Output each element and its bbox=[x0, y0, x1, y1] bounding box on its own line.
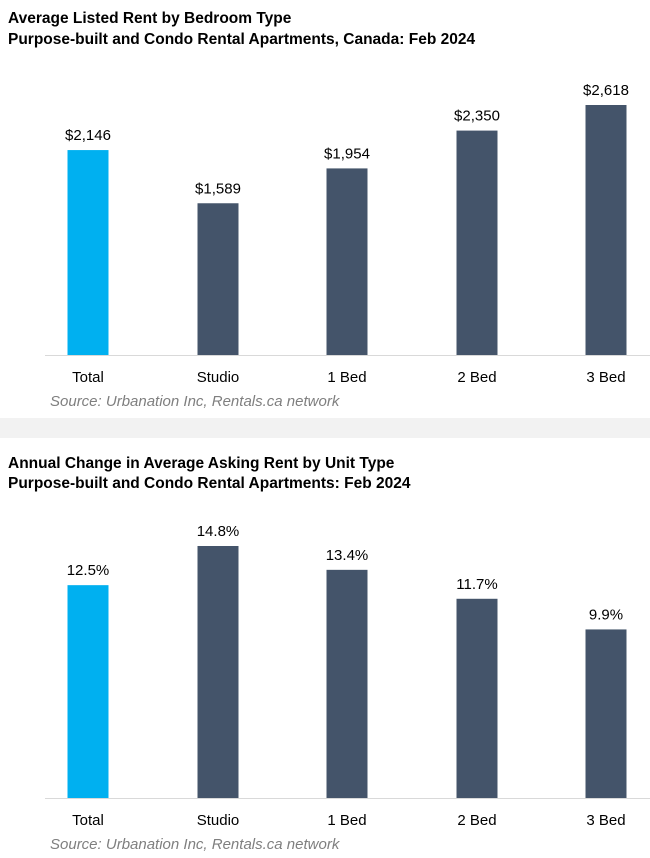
chart-title: Annual Change in Average Asking Rent by … bbox=[8, 455, 395, 472]
rent-bar-chart: $2,146 Total $1,589 Studio $1,954 1 Bed $2,350… bbox=[45, 82, 650, 386]
data-label: 13.4% bbox=[326, 547, 369, 564]
bar bbox=[456, 598, 498, 798]
data-label: 9.9% bbox=[589, 606, 623, 623]
category-label: 3 Bed bbox=[586, 369, 625, 386]
data-label: 14.8% bbox=[197, 523, 240, 540]
bar bbox=[585, 105, 627, 355]
category-label: Studio bbox=[197, 812, 240, 829]
category-label: 3 Bed bbox=[586, 812, 625, 829]
chart-source: Source: Urbanation Inc, Rentals.ca netwo… bbox=[50, 836, 340, 853]
change-bar-chart: 12.5% Total 14.8% Studio 13.4% 1 Bed 11.7% 2 Be… bbox=[45, 523, 650, 829]
bar bbox=[197, 203, 239, 355]
category-label: Studio bbox=[197, 369, 240, 386]
data-label: $1,954 bbox=[324, 145, 370, 162]
bar bbox=[456, 130, 498, 355]
data-label: 11.7% bbox=[456, 576, 497, 593]
bar bbox=[585, 629, 627, 798]
data-label: $2,350 bbox=[454, 108, 500, 125]
chart-subtitle: Purpose-built and Condo Rental Apartment… bbox=[8, 31, 476, 48]
category-label: 2 Bed bbox=[457, 369, 496, 386]
chart-panel-change: Annual Change in Average Asking Rent by … bbox=[0, 438, 650, 858]
category-label: Total bbox=[72, 369, 104, 386]
data-label: $2,618 bbox=[583, 82, 629, 99]
chart-subtitle: Purpose-built and Condo Rental Apartment… bbox=[8, 475, 411, 492]
data-label: 12.5% bbox=[67, 562, 110, 579]
chart-source: Source: Urbanation Inc, Rentals.ca netwo… bbox=[50, 393, 340, 410]
data-label: $2,146 bbox=[65, 127, 111, 144]
bar bbox=[67, 585, 109, 798]
category-label: 1 Bed bbox=[327, 812, 366, 829]
chart-panel-rent: Average Listed Rent by Bedroom Type Purp… bbox=[0, 0, 650, 418]
data-label: $1,589 bbox=[195, 180, 241, 197]
category-label: 2 Bed bbox=[457, 812, 496, 829]
bar bbox=[197, 546, 239, 798]
category-label: Total bbox=[72, 812, 104, 829]
bar bbox=[67, 150, 109, 355]
category-label: 1 Bed bbox=[327, 369, 366, 386]
bar bbox=[326, 168, 368, 355]
bar bbox=[326, 569, 368, 798]
chart-title: Average Listed Rent by Bedroom Type bbox=[8, 10, 292, 27]
